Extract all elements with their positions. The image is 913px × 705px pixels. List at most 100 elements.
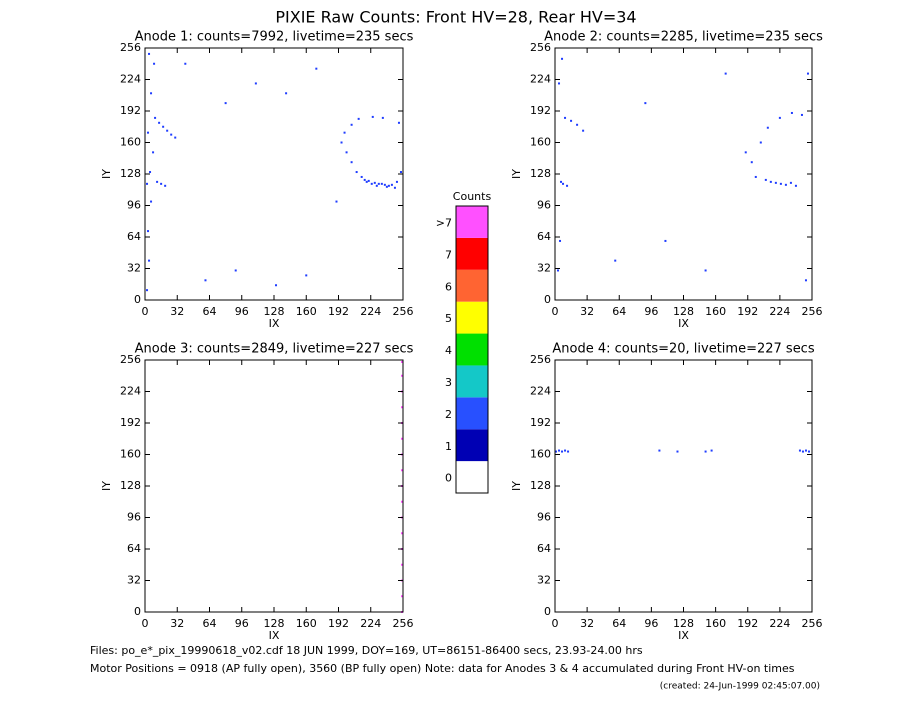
x-tick-label: 192 xyxy=(737,617,758,630)
count-pixel xyxy=(147,230,150,233)
y-tick-label: 192 xyxy=(530,416,551,429)
y-tick-label: 64 xyxy=(127,230,141,243)
count-pixel xyxy=(764,178,767,181)
count-pixel xyxy=(350,123,353,126)
y-tick-label: 224 xyxy=(530,385,551,398)
count-pixel xyxy=(360,175,363,178)
count-pixel xyxy=(156,180,159,183)
count-pixel xyxy=(759,141,762,144)
count-pixel xyxy=(162,125,165,128)
count-pixel xyxy=(393,186,396,189)
count-pixel xyxy=(399,171,402,174)
x-tick-label: 224 xyxy=(769,305,790,318)
count-pixel xyxy=(395,180,398,183)
y-tick-label: 0 xyxy=(544,293,551,306)
y-tick-label: 64 xyxy=(127,542,141,555)
x-tick-label: 256 xyxy=(393,617,414,630)
count-pixel xyxy=(784,183,787,186)
count-pixel xyxy=(558,449,561,452)
count-pixel xyxy=(766,126,769,129)
y-tick-label: 96 xyxy=(127,511,141,524)
count-pixel xyxy=(566,184,569,187)
x-axis-label: IX xyxy=(269,317,280,330)
count-pixel xyxy=(750,161,753,164)
colorbar-box xyxy=(456,429,488,462)
count-pixel xyxy=(704,450,707,453)
colorbar-title: Counts xyxy=(453,190,492,203)
x-tick-label: 64 xyxy=(203,305,217,318)
colorbar-label: >7 xyxy=(436,217,452,230)
y-tick-label: 160 xyxy=(120,136,141,149)
count-pixel xyxy=(400,563,403,566)
main-title: PIXIE Raw Counts: Front HV=28, Rear HV=3… xyxy=(275,8,636,27)
count-pixel xyxy=(158,121,161,124)
panel-title: Anode 4: counts=20, livetime=227 secs xyxy=(552,342,814,357)
y-tick-label: 160 xyxy=(120,448,141,461)
count-pixel xyxy=(343,131,346,134)
count-pixel xyxy=(779,182,782,185)
x-tick-label: 0 xyxy=(552,617,559,630)
count-pixel xyxy=(363,178,366,181)
colorbar-box xyxy=(456,269,488,302)
count-pixel xyxy=(570,119,573,122)
x-tick-label: 160 xyxy=(705,617,726,630)
y-tick-label: 96 xyxy=(537,511,551,524)
y-axis-label: IY xyxy=(100,481,113,491)
count-pixel xyxy=(400,406,403,409)
count-pixel xyxy=(377,182,380,185)
count-pixel xyxy=(564,116,567,119)
x-tick-label: 0 xyxy=(552,305,559,318)
y-tick-label: 192 xyxy=(120,416,141,429)
x-tick-label: 224 xyxy=(360,617,381,630)
count-pixel xyxy=(804,279,807,282)
count-pixel xyxy=(555,450,558,453)
count-pixel xyxy=(385,185,388,188)
count-pixel xyxy=(154,116,157,119)
count-pixel xyxy=(798,449,801,452)
count-pixel xyxy=(564,449,567,452)
x-axis-label: IX xyxy=(678,317,689,330)
count-pixel xyxy=(234,269,237,272)
count-pixel xyxy=(166,129,169,132)
x-tick-label: 32 xyxy=(170,617,184,630)
count-pixel xyxy=(345,151,348,154)
count-pixel xyxy=(305,274,308,277)
count-pixel xyxy=(148,259,151,262)
count-pixel xyxy=(562,182,565,185)
colorbar-label: 2 xyxy=(445,408,452,421)
x-tick-label: 160 xyxy=(705,305,726,318)
y-tick-label: 256 xyxy=(120,41,141,54)
count-pixel xyxy=(146,289,149,292)
count-pixel xyxy=(794,184,797,187)
count-pixel xyxy=(335,200,338,203)
count-pixel xyxy=(381,116,384,119)
x-tick-label: 64 xyxy=(203,617,217,630)
x-tick-label: 96 xyxy=(644,617,658,630)
count-pixel xyxy=(804,449,807,452)
count-pixel xyxy=(148,52,151,55)
count-pixel xyxy=(373,181,376,184)
count-pixel xyxy=(174,136,177,139)
colorbar-label: 7 xyxy=(445,248,452,261)
count-pixel xyxy=(357,117,360,120)
count-pixel xyxy=(664,239,667,242)
colorbar-frame xyxy=(455,205,489,494)
x-tick-label: 256 xyxy=(393,305,414,318)
x-tick-label: 192 xyxy=(328,305,349,318)
y-tick-label: 96 xyxy=(127,199,141,212)
x-tick-label: 224 xyxy=(769,617,790,630)
y-tick-label: 0 xyxy=(544,605,551,618)
count-pixel xyxy=(400,437,403,440)
count-pixel xyxy=(724,72,727,75)
count-pixel xyxy=(744,151,747,154)
count-pixel xyxy=(380,182,383,185)
count-pixel xyxy=(560,180,563,183)
x-tick-label: 160 xyxy=(296,617,317,630)
count-pixel xyxy=(275,284,278,287)
y-tick-label: 32 xyxy=(127,262,141,275)
x-tick-label: 128 xyxy=(673,617,694,630)
count-pixel xyxy=(801,450,804,453)
colorbar-box xyxy=(456,206,488,238)
footer-motor: Motor Positions = 0918 (AP fully open), … xyxy=(90,662,795,675)
colorbar-box xyxy=(456,237,488,270)
